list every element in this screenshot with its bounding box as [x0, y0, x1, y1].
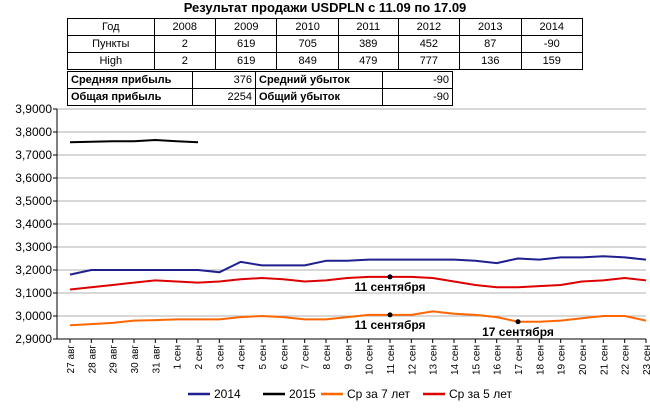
- chart-title: Результат продажи USDPLN с 11.09 по 17.0…: [183, 0, 467, 15]
- table-row: Пункты 2 619 705 389 452 87 -90: [67, 35, 583, 53]
- annotation-label: 17 сентября: [482, 325, 554, 339]
- x-tick-label: 30 авг: [130, 345, 141, 374]
- x-tick-label: 28 авг: [87, 345, 98, 374]
- x-tick-label: 2 сен: [194, 345, 205, 369]
- x-tick-label: 23 сен: [642, 345, 650, 375]
- x-tick-label: 16 сен: [493, 345, 504, 375]
- table-cell: 159: [520, 52, 583, 70]
- total-profit-value: 2254: [192, 88, 256, 106]
- table-cell: 479: [337, 52, 399, 70]
- table-header: 2008: [153, 18, 217, 36]
- x-tick-label: 31 авг: [151, 345, 162, 374]
- legend-label: Ср за 7 лет: [347, 387, 410, 401]
- x-tick-label: 6 сен: [279, 345, 290, 369]
- annotation-marker: [515, 319, 521, 325]
- summary-table: Средняя прибыль 376 Средний убыток -90 О…: [67, 71, 453, 106]
- table-row: High 2 619 849 479 777 136 159: [67, 52, 583, 70]
- x-tick-label: 9 сен: [343, 345, 354, 369]
- table-row: Общая прибыль 2254 Общий убыток -90: [67, 88, 453, 106]
- table-header-row: Год 2008 2009 2010 2011 2012 2013 2014: [67, 18, 583, 36]
- annotation-marker: [387, 274, 393, 280]
- x-tick-label: 3 сен: [215, 345, 226, 369]
- y-tick-label: 2,9000: [15, 332, 52, 346]
- row-label: High: [67, 52, 155, 70]
- y-tick-label: 3,3000: [15, 240, 52, 254]
- x-tick-label: 15 сен: [471, 345, 482, 375]
- x-tick-label: 8 сен: [322, 345, 333, 369]
- x-tick-label: 13 сен: [429, 345, 440, 375]
- table-row: Средняя прибыль 376 Средний убыток -90: [67, 71, 453, 89]
- table-cell: 849: [276, 52, 339, 70]
- x-tick-label: 7 сен: [301, 345, 312, 369]
- yearly-stats-table: Год 2008 2009 2010 2011 2012 2013 2014 П…: [67, 18, 583, 70]
- legend-label: Ср за 5 лет: [449, 387, 512, 401]
- table-cell: 777: [397, 52, 461, 70]
- x-tick-label: 22 сен: [621, 345, 632, 375]
- x-tick-label: 12 сен: [407, 345, 418, 375]
- x-tick-label: 5 сен: [258, 345, 269, 369]
- x-tick-label: 17 сен: [514, 345, 525, 375]
- x-tick-label: 1 сен: [173, 345, 184, 369]
- annotation-label: 11 сентября: [354, 280, 425, 294]
- x-tick-label: 14 сен: [450, 345, 461, 375]
- series-line-2015: [69, 139, 199, 144]
- y-tick-label: 3,1000: [15, 286, 52, 300]
- annotation-label: 11 сентября: [354, 318, 425, 332]
- x-tick-label: 27 авг: [66, 345, 77, 374]
- legend-label: 2015: [289, 387, 316, 401]
- y-tick-label: 3,8000: [15, 125, 52, 139]
- y-tick-label: 3,7000: [15, 148, 52, 162]
- x-tick-label: 18 сен: [535, 345, 546, 375]
- series-line-2014: [69, 255, 647, 276]
- table-header: 2012: [397, 18, 461, 36]
- table-cell: 619: [214, 52, 278, 70]
- y-tick-label: 3,6000: [15, 171, 52, 185]
- legend-label: 2014: [214, 387, 241, 401]
- table-header: 2014: [520, 18, 583, 36]
- series-line-Ср за 7 лет: [69, 310, 647, 327]
- x-tick-label: 19 сен: [557, 345, 568, 375]
- table-cell: 2: [153, 52, 217, 70]
- x-tick-label: 29 авг: [109, 345, 120, 374]
- row-label: Пункты: [67, 35, 155, 53]
- series-line-Ср за 5 лет: [69, 275, 647, 291]
- total-profit-label: Общая прибыль: [67, 88, 193, 106]
- y-tick-label: 3,5000: [15, 194, 52, 208]
- total-loss-value: -90: [382, 88, 453, 106]
- y-tick-label: 3,9000: [15, 102, 52, 116]
- y-tick-label: 3,4000: [15, 217, 52, 231]
- y-tick-label: 3,0000: [15, 309, 52, 323]
- x-tick-label: 4 сен: [237, 345, 248, 369]
- annotation-marker: [387, 312, 393, 318]
- avg-profit-value: 376: [192, 71, 256, 89]
- total-loss-label: Общий убыток: [255, 88, 383, 106]
- y-tick-label: 3,2000: [15, 263, 52, 277]
- table-cell: 389: [337, 35, 399, 53]
- x-tick-label: 10 сен: [365, 345, 376, 375]
- table-cell: 136: [459, 52, 522, 70]
- table-cell: 705: [276, 35, 339, 53]
- x-tick-label: 20 сен: [578, 345, 589, 375]
- x-tick-label: 21 сен: [599, 345, 610, 375]
- x-tick-label: 11 сен: [386, 345, 397, 374]
